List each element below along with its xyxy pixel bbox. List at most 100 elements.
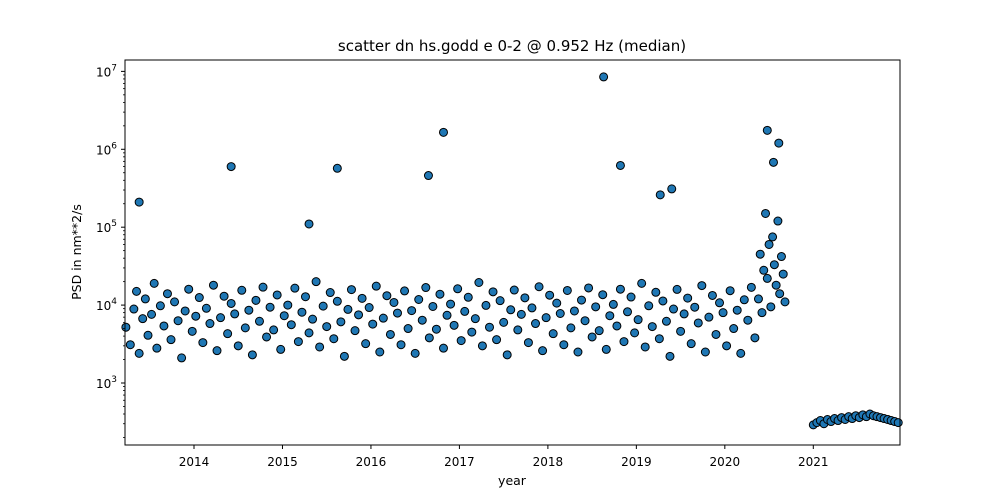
data-point [707, 290, 717, 300]
data-point [591, 302, 601, 312]
data-point [520, 293, 530, 303]
data-point [690, 302, 700, 312]
data-point [647, 322, 657, 332]
data-point [438, 343, 448, 353]
data-point [269, 325, 279, 335]
data-point [403, 324, 413, 334]
data-point [396, 340, 406, 350]
data-point [361, 339, 371, 349]
data-point [612, 321, 622, 331]
x-tick-label: 2014 [179, 455, 210, 469]
data-point [599, 72, 609, 82]
data-point [138, 314, 148, 324]
data-point [423, 171, 433, 181]
data-point [562, 285, 572, 295]
data-point [764, 239, 774, 249]
data-point [159, 321, 169, 331]
data-point [290, 283, 300, 293]
x-axis: 2014 2015 2016 2017 2018 2019 2020 2021 [179, 445, 829, 469]
data-point [180, 306, 190, 316]
data-point [304, 219, 314, 229]
data-point [778, 269, 788, 279]
data-points [121, 72, 903, 430]
data-point [769, 260, 779, 270]
data-point [541, 313, 551, 323]
data-point [573, 347, 583, 357]
data-point [665, 351, 675, 361]
data-point [343, 304, 353, 314]
data-point [272, 290, 282, 300]
data-point [424, 333, 434, 343]
data-point [244, 305, 254, 315]
data-point [605, 311, 615, 321]
data-point [587, 332, 597, 342]
data-point [155, 301, 165, 311]
y-tick-label: 106 [96, 141, 117, 157]
data-point [655, 190, 665, 200]
data-point [463, 292, 473, 302]
x-tick-label: 2019 [621, 455, 652, 469]
data-point [651, 287, 661, 297]
data-point [329, 334, 339, 344]
data-point [509, 285, 519, 295]
data-point [608, 299, 618, 309]
data-point [205, 319, 215, 329]
data-point [633, 315, 643, 325]
data-point [753, 294, 763, 304]
data-point [743, 315, 753, 325]
data-point [725, 286, 735, 296]
data-point [506, 305, 516, 315]
data-point [417, 315, 427, 325]
data-point [644, 301, 654, 311]
data-point [711, 329, 721, 339]
data-point [626, 292, 636, 302]
data-point [495, 296, 505, 306]
data-point [771, 280, 781, 290]
data-point [460, 306, 470, 316]
data-point [184, 284, 194, 294]
data-point [775, 289, 785, 299]
data-point [187, 326, 197, 336]
data-point [407, 306, 417, 316]
data-point [322, 322, 332, 332]
data-point [768, 157, 778, 167]
data-point [640, 342, 650, 352]
data-point [516, 309, 526, 319]
data-point [194, 293, 204, 303]
data-point [446, 299, 456, 309]
data-point [693, 318, 703, 328]
y-tick-label: 107 [96, 63, 117, 79]
data-point [654, 334, 664, 344]
data-point [276, 344, 286, 354]
data-point [339, 351, 349, 361]
data-point [488, 287, 498, 297]
data-point [499, 317, 509, 327]
data-point [449, 320, 459, 330]
data-point [757, 308, 767, 318]
data-point [669, 304, 679, 314]
data-point [371, 281, 381, 291]
data-point [240, 323, 250, 333]
data-point [686, 339, 696, 349]
data-point [438, 127, 448, 137]
x-axis-label: year [498, 473, 527, 488]
data-point [776, 252, 786, 262]
data-point [637, 278, 647, 288]
data-point [704, 312, 714, 322]
data-point [258, 282, 268, 292]
data-point [364, 303, 374, 313]
data-point [552, 298, 562, 308]
data-point [580, 316, 590, 326]
data-point [766, 302, 776, 312]
data-point [780, 297, 790, 307]
data-point [736, 348, 746, 358]
data-point [170, 297, 180, 307]
data-point [755, 249, 765, 259]
data-point [382, 291, 392, 301]
data-point [435, 289, 445, 299]
data-point [538, 346, 548, 356]
data-point [140, 294, 150, 304]
data-point [569, 306, 579, 316]
data-point [297, 307, 307, 317]
data-point [350, 326, 360, 336]
